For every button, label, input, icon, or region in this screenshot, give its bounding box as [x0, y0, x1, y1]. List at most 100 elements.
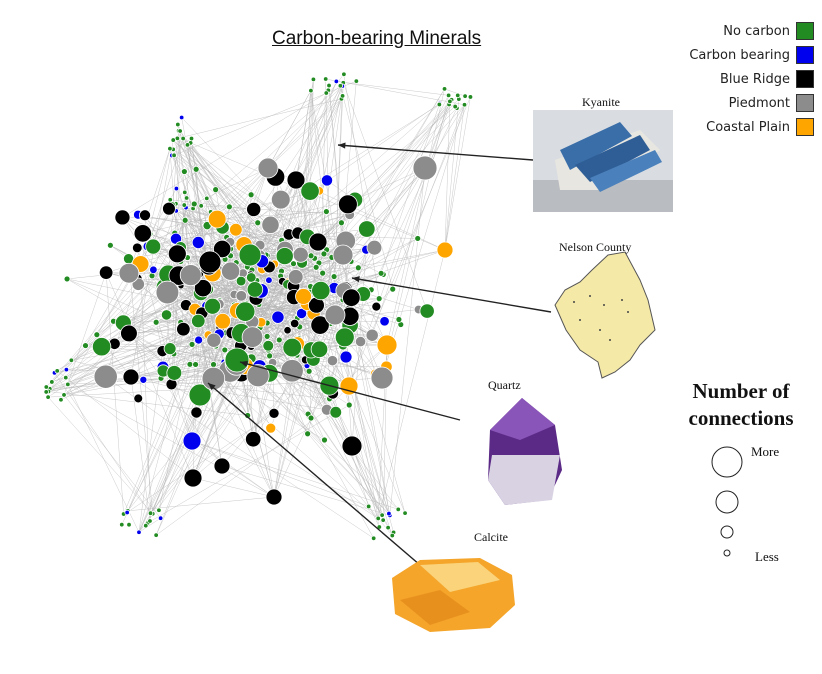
network-node [338, 219, 345, 227]
network-node [370, 535, 377, 541]
network-node [324, 304, 346, 326]
network-node [241, 326, 264, 348]
network-edge [389, 167, 426, 516]
network-edge [211, 95, 343, 218]
callout-arrow-head [240, 360, 248, 367]
network-edge [313, 167, 426, 360]
network-node [147, 510, 154, 516]
network-node [268, 407, 280, 419]
network-node [308, 232, 328, 252]
figure-title: Carbon-bearing Minerals [272, 28, 482, 49]
network-node [380, 517, 386, 523]
network-node [91, 337, 112, 357]
network-node [143, 522, 149, 529]
network-node [167, 244, 187, 264]
network-node [419, 303, 435, 319]
network-node [177, 128, 183, 134]
network-node [133, 393, 144, 404]
network-edge [47, 305, 185, 398]
network-edge [328, 85, 344, 256]
network-edge [66, 369, 216, 377]
network-node [339, 93, 346, 99]
network-node [287, 269, 304, 285]
network-node [365, 503, 372, 510]
size-circle-medium [720, 525, 734, 539]
network-node [155, 280, 180, 305]
network-node [414, 235, 422, 242]
network-node [114, 209, 131, 226]
network-node [370, 366, 394, 390]
network-node [389, 285, 397, 293]
network-node [204, 195, 210, 202]
network-node [198, 250, 222, 274]
network-edge [185, 220, 288, 285]
network-node [262, 339, 275, 352]
legend-swatch [796, 22, 814, 40]
network-node [436, 101, 443, 108]
network-node [93, 364, 118, 389]
color-legend: No carbon Carbon bearing Blue Ridge Pied… [689, 20, 814, 140]
callout-arrow-head [208, 383, 216, 391]
network-node [210, 361, 217, 368]
network-node [190, 200, 198, 208]
network-node [342, 288, 361, 307]
network-edge [424, 104, 465, 169]
size-circle-less [723, 549, 731, 557]
network-node [365, 328, 379, 342]
network-node [295, 288, 312, 305]
network-edge [221, 465, 390, 516]
network-node [63, 374, 69, 381]
network-node [180, 135, 186, 142]
network-node [329, 405, 343, 419]
network-edge [317, 104, 450, 243]
network-node [353, 78, 360, 84]
network-node [263, 332, 271, 340]
size-legend-title-line1: Number of [692, 379, 790, 403]
size-legend-circles [711, 446, 743, 557]
network-node [441, 86, 448, 92]
network-edge [323, 95, 458, 255]
network-node [307, 252, 315, 260]
network-node [366, 239, 383, 256]
network-node [376, 334, 398, 356]
network-node [132, 242, 143, 254]
network-edge [444, 96, 471, 251]
network-node [244, 412, 252, 419]
network-node [322, 208, 330, 215]
callout-arrow-head [352, 276, 360, 283]
network-node [379, 512, 385, 518]
network-node [326, 82, 332, 89]
network-edge [206, 198, 261, 246]
network-node [201, 366, 226, 391]
network-edge [130, 376, 330, 399]
network-node [82, 342, 89, 349]
network-node [180, 168, 188, 175]
network-edge [201, 284, 288, 297]
network-node [379, 316, 390, 327]
network-node [163, 342, 177, 356]
network-node [395, 316, 403, 323]
network-node [126, 521, 132, 528]
network-edge [226, 104, 440, 238]
network-edge [126, 364, 191, 513]
network-node [206, 332, 222, 348]
network-edge [250, 98, 342, 281]
size-legend-more-label: More [751, 444, 780, 459]
legend-label: Carbon bearing [689, 47, 790, 63]
size-circle-large [715, 490, 739, 514]
network-edge [282, 101, 451, 282]
network-node [118, 262, 140, 284]
network-node [310, 340, 329, 359]
network-node [45, 394, 51, 400]
legend-label: Coastal Plain [706, 119, 790, 135]
network-node [171, 152, 177, 159]
network-node [304, 430, 312, 438]
network-edge [48, 359, 238, 392]
network-node [307, 414, 315, 422]
network-node [339, 350, 353, 364]
network-node [160, 309, 173, 321]
network-edge [177, 98, 342, 139]
network-node [207, 209, 227, 229]
legend-swatch [796, 94, 814, 112]
